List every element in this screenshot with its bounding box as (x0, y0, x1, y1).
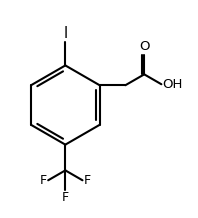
Text: O: O (139, 40, 149, 53)
Text: OH: OH (162, 78, 183, 91)
Text: I: I (63, 26, 68, 41)
Text: F: F (40, 174, 47, 187)
Text: F: F (84, 174, 91, 187)
Text: F: F (62, 191, 69, 204)
